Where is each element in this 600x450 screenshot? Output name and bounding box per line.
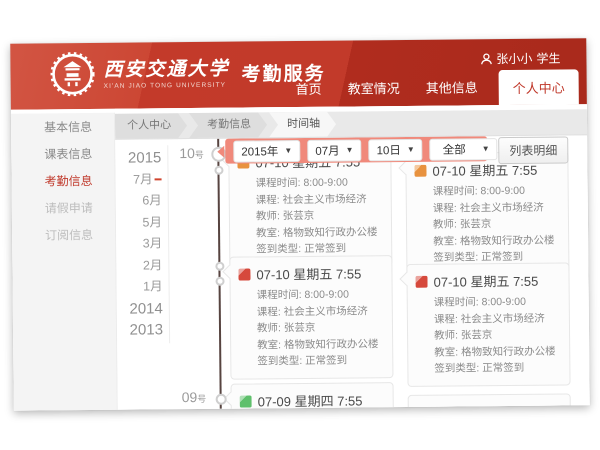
page-body: 基本信息 课表信息 考勤信息 请假申请 订阅信息 个人中心 考勤信息 时间轴 2015 7月 6… — [10, 104, 590, 411]
sidebar-item-basic-info[interactable]: 基本信息 — [43, 119, 93, 135]
year-nav-1月[interactable]: 1月 — [143, 279, 163, 294]
person-icon — [480, 52, 492, 64]
month-dropdown[interactable]: 07月 ▼ — [307, 138, 362, 162]
day-dropdown[interactable]: 10日 ▼ — [368, 138, 423, 161]
breadcrumb-item[interactable]: 考勤信息 — [189, 112, 267, 138]
card-field: 签到类型: 正常签到 — [434, 361, 525, 375]
card-field: 课程时间: 8:00-9:00 — [433, 295, 527, 309]
year-nav-2月[interactable]: 2月 — [142, 257, 163, 273]
card-field: 教室: 格物致知行政办公楼 — [433, 234, 555, 248]
card-header: 07-09 星期四 7:55 — [239, 390, 385, 410]
chevron-down-icon: ▼ — [406, 144, 415, 154]
university-name-en: XI'AN JIAO TONG UNIVERSITY — [103, 81, 227, 90]
card-field: 教师: 张芸京 — [255, 209, 315, 223]
type-dropdown-value: 全部 — [442, 143, 466, 157]
year-nav-2014[interactable]: 2014 — [129, 299, 163, 318]
card-field: 教室: 格物致知行政办公楼 — [434, 345, 556, 359]
attendance-card[interactable]: 07-10 星期五 7:55 课程时间: 8:00-9:00 课程: 社会主义市场… — [229, 255, 394, 380]
sidebar-item-leave-request[interactable]: 请假申请 — [44, 200, 93, 216]
main-nav: 首页 教室情况 其他信息 个人中心 — [282, 69, 579, 107]
card-title: 07-10 星期五 7:55 — [433, 273, 539, 290]
breadcrumb-item[interactable]: 时间轴 — [269, 112, 336, 138]
card-fields: 课程时间: 8:00-9:00 课程: 社会主义市场经济 教师: 张芸京教室: 格物… — [415, 183, 561, 267]
card-field: 课程: 社会主义市场经济 — [432, 201, 544, 215]
chevron-down-icon: ▼ — [481, 144, 490, 154]
card-fields: 课程时间: 8:00-9:00 课程: 社会主义市场经济 教师: 张芸京教室: 格物… — [238, 174, 384, 258]
card-field: 课程时间: 8:00-9:00 — [255, 176, 348, 190]
card-fields: 课程时间: 8:00-9:00 课程: 社会主义市场经济 教师: 张芸京教室: 格物… — [239, 286, 385, 370]
brand-text: 西安交通大学 XI'AN JIAO TONG UNIVERSITY — [103, 57, 229, 89]
chevron-down-icon: ▼ — [345, 145, 354, 155]
card-field: 课程: 社会主义市场经济 — [255, 192, 367, 206]
card-header: 07-10 星期五 7:55 — [415, 271, 560, 291]
card-field: 教室: 格物致知行政办公楼 — [257, 337, 379, 351]
nav-tab-classroom-status[interactable]: 教室情况 — [347, 81, 400, 97]
attendance-card[interactable]: 07-10 星期五 7:55 课程时间: 8:00-9:00 课程: 社会主义市场… — [406, 262, 571, 387]
card-field: 课程时间: 8:00-9:00 — [256, 288, 349, 302]
calendar-status-icon — [238, 267, 251, 281]
calendar-status-icon — [239, 394, 252, 408]
timeline-node — [215, 261, 225, 271]
breadcrumb-item[interactable]: 个人中心 — [115, 113, 187, 139]
card-title: 07-09 星期四 7:55 — [257, 393, 363, 410]
user-info[interactable]: 张小小 学生 — [480, 49, 560, 67]
card-field: 课程: 社会主义市场经济 — [433, 312, 545, 326]
current-month-marker — [154, 178, 162, 181]
calendar-status-icon — [415, 275, 428, 288]
month-dropdown-value: 07月 — [315, 145, 340, 158]
year-divider — [167, 145, 171, 344]
sidebar-item-timetable-info[interactable]: 课表信息 — [44, 146, 93, 162]
card-fields: 课程时间: 8:00-9:00 课程: 社会主义市场经济 教师: 张芸京教室: 格物… — [416, 294, 562, 378]
user-role: 学生 — [536, 51, 561, 66]
year-nav-7月[interactable]: 7月 — [115, 169, 162, 191]
timeline-node — [215, 276, 225, 286]
university-name-cn: 西安交通大学 — [103, 57, 230, 81]
sidebar: 基本信息课表信息考勤信息请假申请订阅信息 — [10, 112, 118, 411]
timeline-node — [214, 165, 224, 175]
nav-tab-other-info[interactable]: 其他信息 — [425, 80, 478, 96]
card-field: 签到类型: 正常签到 — [257, 354, 348, 368]
year-nav-2015[interactable]: 2015 — [127, 149, 162, 167]
year-dropdown[interactable]: 2015年 ▼ — [233, 139, 301, 163]
day-label-10: 10号 — [179, 145, 204, 162]
year-dropdown-value: 2015年 — [241, 145, 279, 159]
card-title: 07-10 星期五 7:55 — [256, 266, 362, 283]
nav-tab-personal-center[interactable]: 个人中心 — [498, 69, 579, 106]
day-label-09: 09号 — [181, 388, 207, 406]
card-field: 课程时间: 8:00-9:00 — [432, 184, 525, 198]
attendance-card[interactable]: 07-09 星期四 7:55 — [230, 382, 394, 410]
year-nav-5月[interactable]: 5月 — [142, 214, 163, 230]
card-field: 教师: 张芸京 — [432, 218, 492, 231]
sidebar-item-attendance-info[interactable]: 考勤信息 — [44, 173, 93, 189]
card-field: 课程: 社会主义市场经济 — [256, 304, 368, 318]
list-detail-button[interactable]: 列表明细 — [498, 136, 569, 165]
sidebar-item-subscription-info[interactable]: 订阅信息 — [45, 227, 94, 243]
year-nav-6月[interactable]: 6月 — [142, 193, 162, 208]
year-nav-2013[interactable]: 2013 — [129, 321, 164, 339]
year-timeline: 2015 7月 6月 5月 3月 2月 1月 2014 2013 — [115, 147, 163, 341]
content-area: 个人中心 考勤信息 时间轴 2015 7月 6月 5月 3月 2月 1月 2014 2013 10号… — [114, 104, 590, 410]
year-nav-3月[interactable]: 3月 — [142, 236, 163, 251]
timeline-axis — [217, 138, 222, 409]
app-header: 西安交通大学 XI'AN JIAO TONG UNIVERSITY 考勤服务 张… — [10, 38, 587, 110]
attendance-card[interactable] — [407, 393, 571, 410]
user-name: 张小小 — [496, 51, 533, 67]
brand: 西安交通大学 XI'AN JIAO TONG UNIVERSITY 考勤服务 — [50, 50, 326, 97]
timeline-main: 2015 7月 6月 5月 3月 2月 1月 2014 2013 10号 09号 2015年 — [115, 135, 590, 410]
calendar-status-icon — [414, 164, 427, 177]
timeline-node — [215, 393, 227, 405]
card-field: 教师: 张芸京 — [434, 329, 493, 342]
university-emblem-icon — [50, 51, 95, 97]
type-dropdown[interactable]: 全部 ▼ — [429, 137, 498, 161]
chevron-down-icon: ▼ — [284, 146, 293, 156]
day-dropdown-value: 10日 — [376, 144, 401, 157]
card-field: 教师: 张芸京 — [256, 321, 316, 335]
card-field: 教室: 格物致知行政办公楼 — [256, 225, 378, 239]
nav-tab-home[interactable]: 首页 — [295, 81, 322, 98]
filter-ribbon: 2015年 ▼ 07月 ▼ 10日 ▼ 全部 ▼ — [225, 136, 498, 164]
attendance-app-window: 西安交通大学 XI'AN JIAO TONG UNIVERSITY 考勤服务 张… — [10, 38, 590, 411]
card-header: 07-10 星期五 7:55 — [238, 263, 383, 283]
